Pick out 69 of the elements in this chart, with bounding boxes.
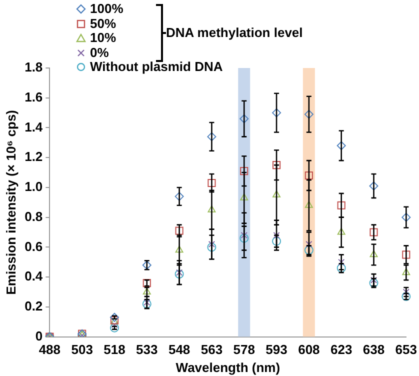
- y-tick-label: 1.8: [24, 60, 43, 75]
- point: [110, 312, 119, 322]
- point: [337, 201, 346, 210]
- point: [272, 190, 280, 198]
- point: [402, 268, 410, 276]
- point: [370, 276, 378, 284]
- x-tick-label: 623: [330, 342, 352, 358]
- legend-label: Without plasmid DNA: [90, 59, 223, 74]
- legend-title: DNA methylation level: [163, 24, 303, 40]
- point: [402, 212, 411, 222]
- point: [370, 250, 378, 258]
- x-tick-label: 653: [395, 342, 418, 358]
- point: [207, 132, 216, 142]
- legend-label: 100%: [90, 1, 124, 16]
- point: [110, 323, 119, 332]
- point: [174, 270, 184, 279]
- y-tick-label: 1.0: [24, 179, 43, 194]
- point: [402, 250, 410, 259]
- y-tick-label: 0.6: [24, 238, 43, 254]
- point: [273, 232, 280, 239]
- x-tick-label: 593: [266, 342, 288, 358]
- point: [208, 205, 216, 212]
- point: [370, 228, 378, 236]
- x-tick-label: 533: [136, 342, 158, 358]
- x-tick-label: 608: [298, 342, 320, 358]
- point: [144, 299, 150, 306]
- point: [207, 242, 216, 252]
- point: [337, 228, 346, 235]
- legend-label: 50%: [90, 16, 116, 31]
- y-tick-label: 0: [35, 328, 43, 344]
- point: [304, 200, 313, 208]
- y-tick-label: 1.2: [24, 149, 43, 164]
- point: [338, 258, 345, 266]
- y-tick-label: 0.2: [24, 298, 43, 314]
- point: [111, 322, 118, 328]
- point: [208, 240, 216, 248]
- point: [369, 181, 378, 190]
- point: [240, 114, 249, 124]
- y-tick-label: 0.4: [24, 268, 44, 284]
- point: [240, 234, 249, 243]
- x-tick-label: 563: [200, 342, 223, 358]
- x-tick-label: 503: [71, 342, 93, 358]
- x-tick-label: 638: [362, 342, 385, 358]
- x-tick-label: 578: [233, 342, 255, 358]
- y-tick-label: 1.6: [24, 89, 43, 104]
- x-tick-label: 548: [168, 342, 190, 358]
- point: [240, 167, 248, 176]
- point: [175, 226, 184, 235]
- x-axis-title: Wavelength (nm): [176, 360, 280, 375]
- point: [272, 161, 281, 170]
- x-tick-label: 488: [38, 342, 61, 358]
- legend-label: 10%: [90, 30, 116, 46]
- point: [240, 232, 248, 239]
- point: [304, 171, 313, 180]
- y-tick-label: 0.8: [24, 208, 43, 224]
- point: [175, 246, 184, 253]
- point: [208, 178, 216, 188]
- y-axis-title: Emission intensity (× 10⁶ cps): [3, 110, 18, 295]
- y-tick-label: 1.4: [24, 119, 44, 134]
- legend-label: 0%: [90, 44, 109, 60]
- point: [142, 288, 151, 294]
- point: [336, 141, 346, 150]
- point: [240, 193, 248, 200]
- point: [272, 108, 282, 118]
- point: [176, 269, 183, 276]
- point: [304, 110, 314, 119]
- x-tick-label: 518: [104, 342, 126, 358]
- point: [306, 240, 312, 248]
- point: [174, 192, 184, 201]
